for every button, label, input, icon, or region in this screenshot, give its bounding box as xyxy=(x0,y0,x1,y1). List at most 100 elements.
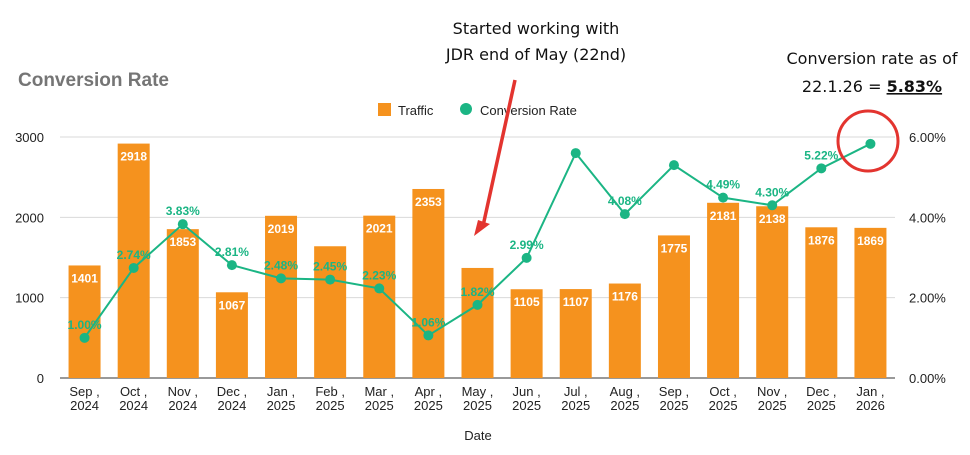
conversion-rate-point xyxy=(374,283,385,294)
annotation-started-working: Started working with JDR end of May (22n… xyxy=(445,19,626,236)
traffic-bars xyxy=(68,143,887,378)
x-tick-label: Jan , 2025 xyxy=(267,384,296,413)
traffic-bar-label: 1775 xyxy=(661,241,688,255)
annotation-rate-line1: Conversion rate as of xyxy=(786,49,957,68)
conversion-rate-label: 2.99% xyxy=(510,238,544,252)
traffic-bar xyxy=(854,227,887,378)
y-left-tick-label: 2000 xyxy=(15,210,44,225)
conversion-rate-label: 1.82% xyxy=(460,285,494,299)
x-tick-label: Sep , 2025 xyxy=(659,384,689,413)
x-axis: Sep , 2024 Oct , 2024 Nov , 2024 Dec , 2024 Jan … xyxy=(69,384,885,413)
traffic-bar xyxy=(657,235,690,378)
y-right-tick-label: 2.00% xyxy=(909,291,946,306)
traffic-bar-label: 2353 xyxy=(415,195,442,209)
x-tick-label: May , 2025 xyxy=(462,384,494,413)
conversion-rate-label: 1.06% xyxy=(411,315,445,329)
traffic-bar xyxy=(117,143,150,378)
y-right-tick-label: 0.00% xyxy=(909,371,946,386)
x-tick-label: Oct , 2024 xyxy=(119,384,148,413)
traffic-bar xyxy=(265,215,298,378)
conversion-rate-point xyxy=(865,138,876,149)
y-right-tick-label: 6.00% xyxy=(909,130,946,145)
conversion-rate-point xyxy=(767,200,778,211)
conversion-rate-point xyxy=(79,332,90,343)
annotation-rate-line2: 22.1.26 = 5.83% xyxy=(802,77,942,96)
traffic-bar-label: 2019 xyxy=(268,222,295,236)
x-tick-label: Dec , 2024 xyxy=(217,384,247,413)
traffic-bar-label: 1876 xyxy=(808,233,835,247)
conversion-rate-point xyxy=(570,148,581,159)
y-axis-right: 0.00% 2.00% 4.00% 6.00% xyxy=(909,130,946,386)
conversion-rate-labels: 1.00% 2.74% 3.83% 2.81% 2.48% 2.45% 2.23% 1.06%… xyxy=(68,148,839,332)
conversion-rate-point xyxy=(619,209,630,220)
traffic-bar-label: 2918 xyxy=(120,150,147,164)
x-tick-label: Mar , 2025 xyxy=(364,384,394,413)
y-left-tick-label: 0 xyxy=(37,371,44,386)
traffic-bar-label: 1176 xyxy=(612,290,638,304)
annotation-started-line1: Started working with xyxy=(453,19,620,38)
traffic-bar xyxy=(215,292,248,378)
x-axis-title: Date xyxy=(464,428,491,443)
legend: Traffic Conversion Rate xyxy=(378,103,577,118)
traffic-bar xyxy=(707,202,740,378)
x-tick-label: Dec , 2025 xyxy=(806,384,836,413)
legend-label-conversion-rate: Conversion Rate xyxy=(480,103,577,118)
conversion-rate-label: 4.49% xyxy=(706,178,740,192)
conversion-rate-label: 3.83% xyxy=(166,204,200,218)
annotation-arrow-head xyxy=(474,220,490,236)
y-axis-left: 0 1000 2000 3000 xyxy=(15,130,44,386)
conversion-rate-point xyxy=(472,299,483,310)
traffic-bar xyxy=(559,289,592,378)
traffic-bar-label: 1853 xyxy=(169,235,196,249)
x-tick-label: Jun , 2025 xyxy=(512,384,541,413)
conversion-rate-label: 2.48% xyxy=(264,258,298,272)
legend-swatch-traffic xyxy=(378,103,391,116)
conversion-rate-label: 2.81% xyxy=(215,245,249,259)
conversion-rate-point xyxy=(521,252,532,263)
traffic-bar xyxy=(363,215,396,378)
conversion-rate-line xyxy=(79,138,876,343)
conversion-rate-point xyxy=(718,192,729,203)
conversion-rate-label: 1.00% xyxy=(68,318,102,332)
traffic-bar-label: 1067 xyxy=(219,298,246,312)
traffic-bar xyxy=(805,227,838,378)
x-tick-label: Jul , 2025 xyxy=(561,384,590,413)
traffic-bar xyxy=(461,267,494,378)
legend-label-traffic: Traffic xyxy=(398,103,434,118)
conversion-rate-point xyxy=(325,274,336,285)
traffic-bar-label: 1105 xyxy=(514,295,540,309)
conversion-rate-point xyxy=(177,219,188,230)
traffic-bar xyxy=(510,289,543,378)
conversion-rate-label: 2.74% xyxy=(117,248,151,262)
x-tick-label: Apr , 2025 xyxy=(414,384,443,413)
annotation-conversion-rate: Conversion rate as of 22.1.26 = 5.83% xyxy=(786,49,958,173)
traffic-bar-label: 1869 xyxy=(857,234,884,248)
x-tick-label: Aug , 2025 xyxy=(610,384,640,413)
conversion-rate-label: 5.22% xyxy=(804,148,838,162)
conversion-rate-label: 4.08% xyxy=(608,194,642,208)
conversion-rate-label: 2.23% xyxy=(362,268,396,282)
annotation-rate-value: 5.83% xyxy=(887,77,943,96)
traffic-bar xyxy=(756,206,789,378)
conversion-rate-point xyxy=(423,330,434,341)
x-tick-label: Feb , 2025 xyxy=(315,384,345,413)
y-left-tick-label: 3000 xyxy=(15,130,44,145)
traffic-bar xyxy=(314,246,347,378)
x-tick-label: Nov , 2024 xyxy=(168,384,198,413)
conversion-rate-point xyxy=(816,163,827,174)
conversion-rate-label: 4.30% xyxy=(755,185,789,199)
annotation-arrow-shaft xyxy=(481,79,517,227)
annotation-started-line2: JDR end of May (22nd) xyxy=(445,45,626,64)
annotation-rate-prefix: 22.1.26 = xyxy=(802,77,887,96)
annotation-highlight-circle xyxy=(836,109,900,173)
traffic-bar xyxy=(608,283,641,378)
traffic-bar-label: 1401 xyxy=(71,271,98,285)
traffic-bar-labels: 1401 2918 1853 1067 2019 2021 2353 1105 1107 1176… xyxy=(71,150,884,313)
x-tick-label: Nov , 2025 xyxy=(757,384,787,413)
traffic-bar-label: 2021 xyxy=(366,222,393,236)
legend-swatch-conversion-rate xyxy=(460,103,472,115)
x-tick-label: Sep , 2024 xyxy=(69,384,99,413)
traffic-bar xyxy=(166,229,199,378)
conversion-rate-point xyxy=(226,260,237,271)
